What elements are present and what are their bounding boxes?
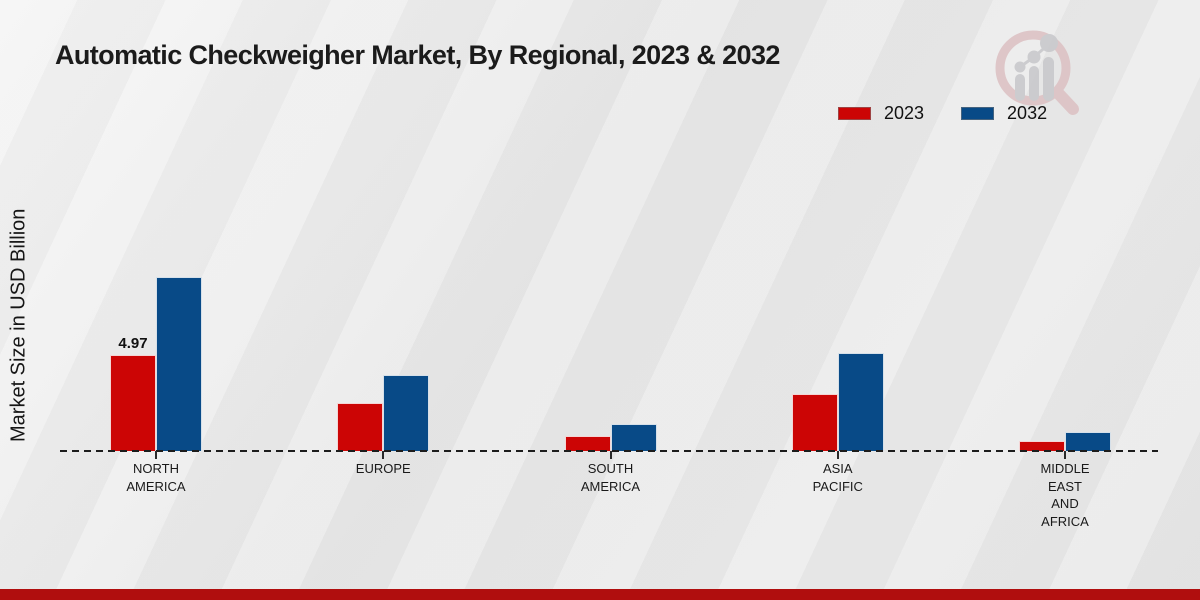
- x-axis-label-middle-east-and-africa: MIDDLE EAST AND AFRICA: [1040, 461, 1090, 529]
- bar-2023-middle-east-and-africa: [1019, 441, 1065, 451]
- x-axis-label-europe: EUROPE: [355, 461, 411, 476]
- x-axis-tick-middle-east-and-africa: [1064, 451, 1066, 459]
- x-axis-tick-europe: [382, 451, 385, 459]
- x-axis-label-asia-pacific: ASIA PACIFIC: [812, 461, 863, 494]
- bar-2023-north-america: [110, 355, 156, 451]
- bar-2032-asia-pacific: [837, 353, 884, 451]
- legend: 2023 2032: [838, 103, 1047, 124]
- x-axis-tick-north-america: [155, 451, 157, 459]
- legend-label-2032: 2032: [1007, 103, 1048, 123]
- x-axis-dashed-baseline: [60, 450, 1158, 452]
- legend-swatch-2032: [961, 107, 995, 120]
- bar-2023-south-america: [564, 436, 611, 451]
- bar-2032-north-america: [156, 277, 202, 451]
- legend-item-2023: 2023: [838, 103, 924, 124]
- legend-label-2023: 2023: [884, 103, 925, 123]
- bar-2023-asia-pacific: [791, 394, 838, 451]
- legend-item-2032: 2032: [961, 103, 1047, 124]
- x-axis-tick-asia-pacific: [836, 451, 839, 459]
- legend-swatch-2023: [838, 107, 871, 120]
- footer-accent-bar: [0, 589, 1200, 600]
- bar-2032-europe: [383, 375, 430, 451]
- bar-2032-middle-east-and-africa: [1065, 432, 1111, 451]
- chart-title: Automatic Checkweigher Market, By Region…: [55, 40, 780, 70]
- x-axis-tick-south-america: [609, 451, 612, 459]
- x-axis-label-north-america: NORTH AMERICA: [126, 461, 186, 494]
- bar-2032-south-america: [610, 424, 657, 451]
- bar-2023-europe: [337, 403, 384, 451]
- magnifier-bar-chart-logo-icon: [995, 30, 1079, 115]
- x-axis-label-south-america: SOUTH AMERICA: [580, 461, 641, 494]
- value-label-2023-north-america: 4.97: [118, 335, 148, 352]
